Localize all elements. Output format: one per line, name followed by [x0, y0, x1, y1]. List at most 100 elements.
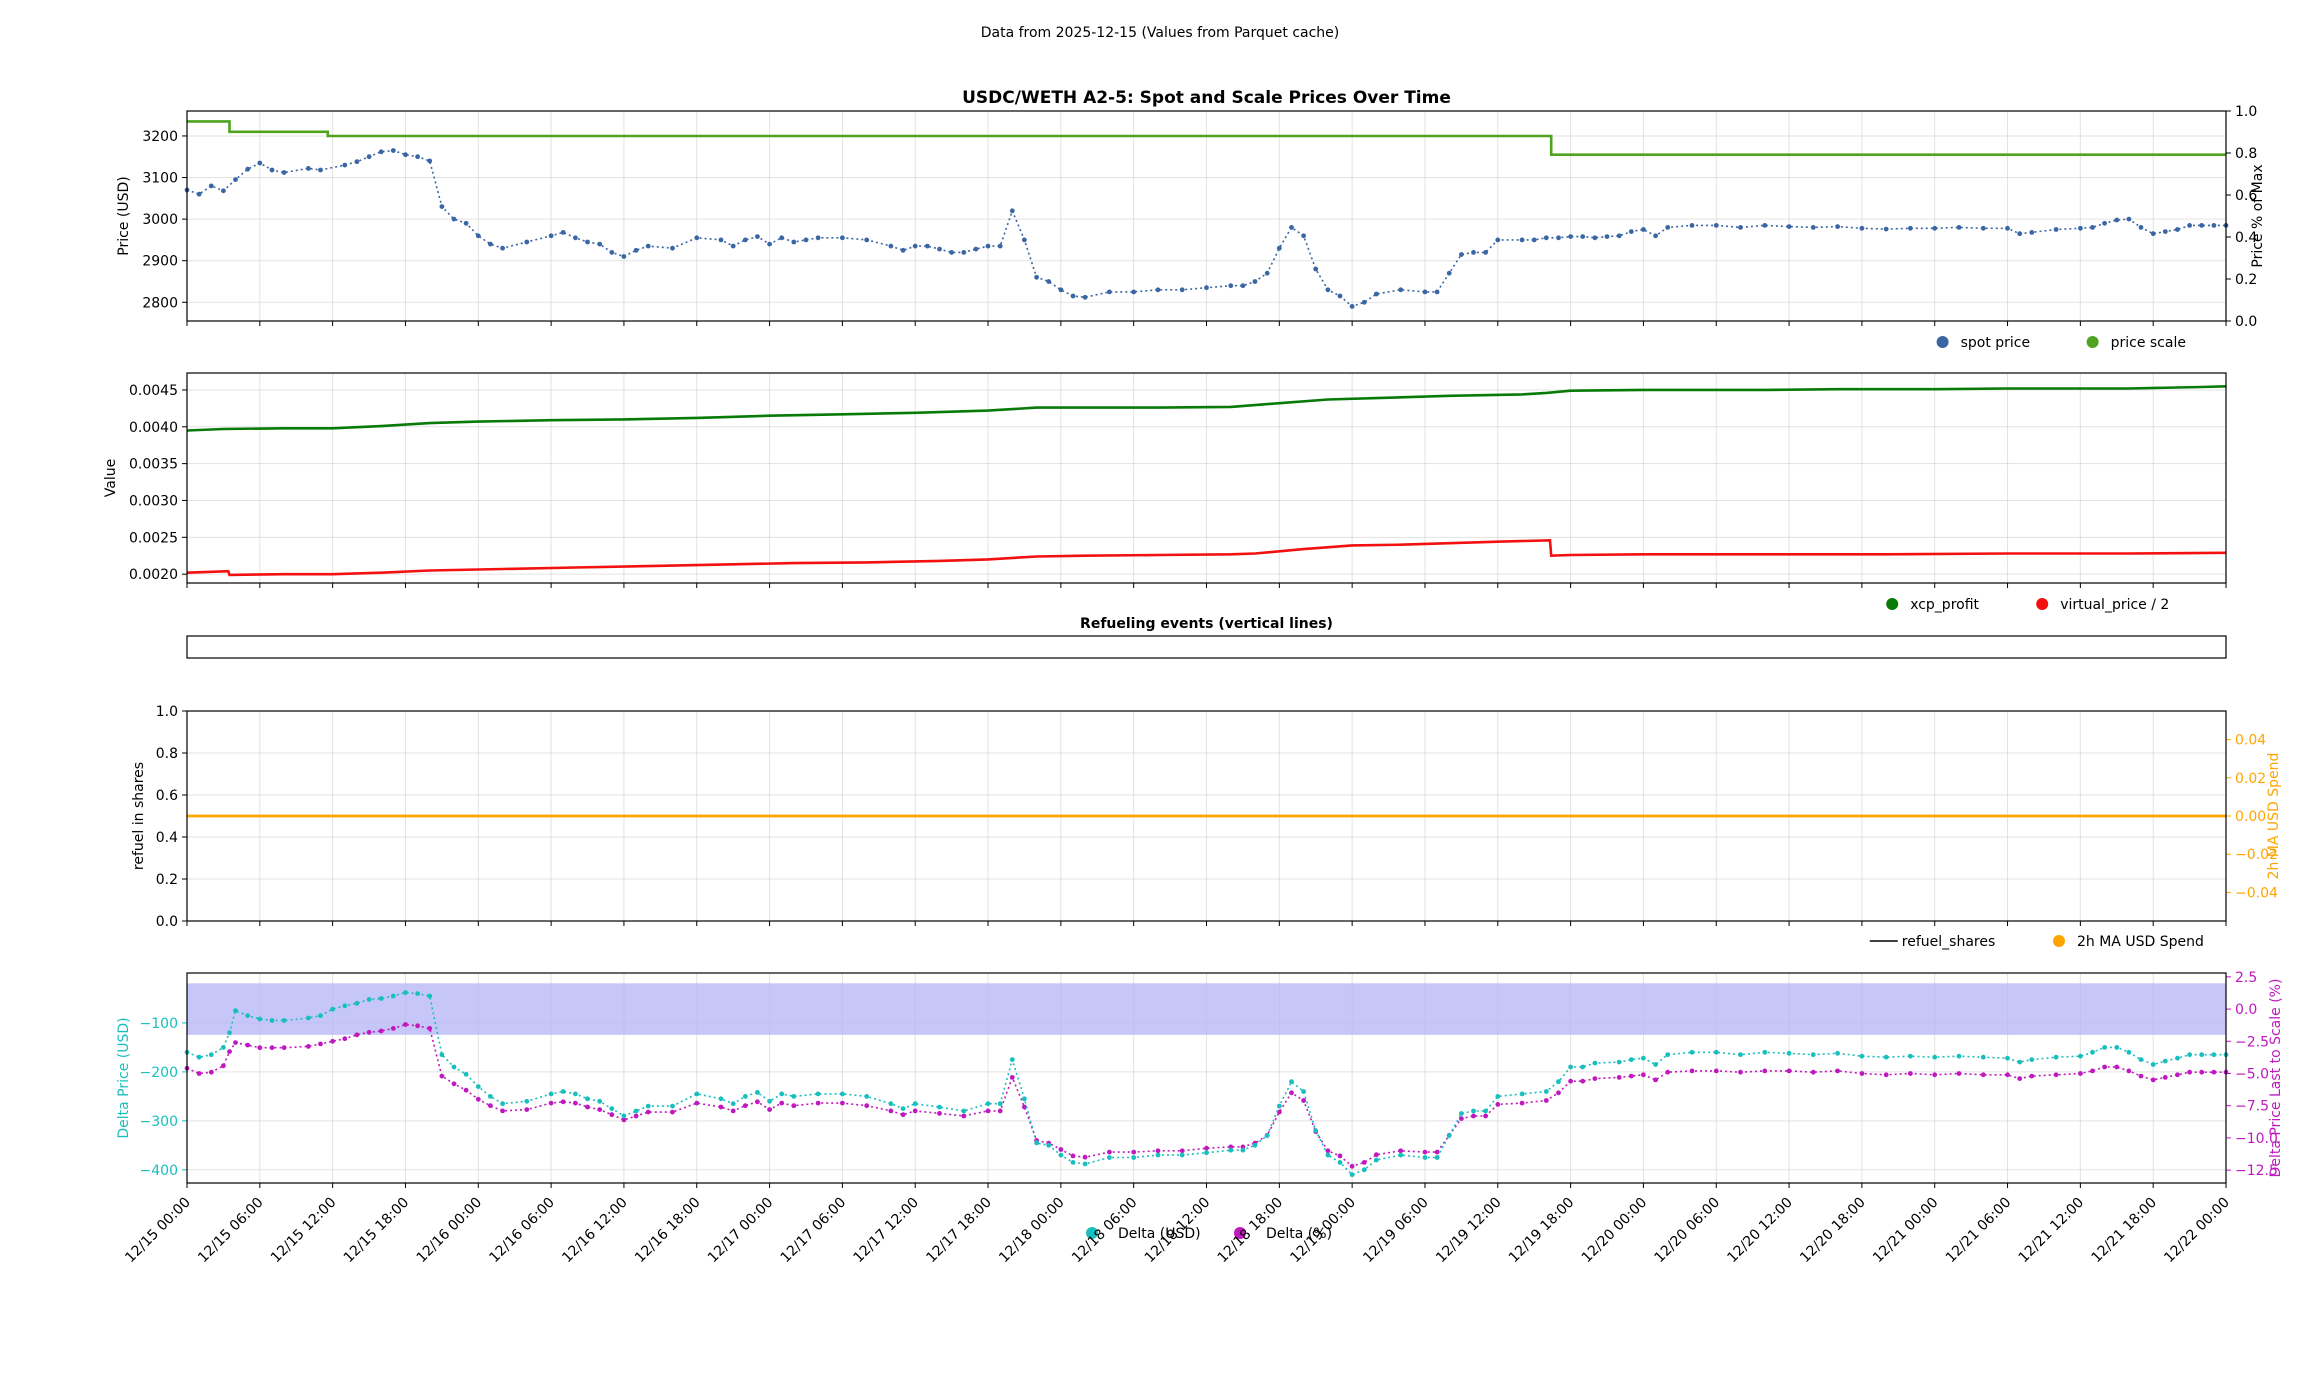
y-tick-label: 0.0035	[129, 457, 178, 473]
delta-usd-series-point	[1107, 1155, 1112, 1160]
delta-pct-series	[184, 1022, 2229, 1169]
spot-price-series-point	[803, 237, 809, 243]
delta-pct-series-point	[1228, 1144, 1234, 1150]
delta-pct-series-point	[1786, 1068, 1792, 1074]
delta-usd-series-point	[463, 1071, 469, 1077]
spot-price-series-point	[949, 250, 954, 255]
delta-usd-series-point	[330, 1006, 335, 1012]
y-tick-label: 0.0	[156, 914, 178, 930]
y2-tick-label: 0.00	[2235, 809, 2266, 825]
delta-usd-series-point	[1082, 1161, 1088, 1167]
y2-tick-label: −7.5	[2235, 1099, 2269, 1115]
legend-label: Delta (%)	[1266, 1226, 1332, 1242]
delta-usd-series-point	[1422, 1155, 1428, 1160]
spot-price-series-point	[925, 243, 930, 249]
delta-pct-series-point	[439, 1073, 445, 1079]
spot-price-series-point	[1179, 287, 1185, 293]
spot-price-series-point	[1810, 225, 1816, 230]
spot-price-series-point	[1908, 225, 1913, 231]
delta-usd-series-point	[475, 1084, 481, 1089]
delta-pct-series-point	[2029, 1073, 2035, 1079]
y-tick-label: 0.4	[156, 830, 178, 846]
spot-price-series-point	[1592, 235, 1598, 241]
axes-frame	[186, 710, 2227, 922]
delta-usd-series-point	[1835, 1050, 1840, 1056]
spot-price-series-point	[1131, 289, 1137, 295]
delta-usd-series-point	[1398, 1152, 1404, 1158]
spot-price-series-point	[281, 170, 287, 175]
panel-title: Refueling events (vertical lines)	[1080, 616, 1333, 632]
panel-5	[184, 983, 2229, 1178]
delta-usd-series-point	[1738, 1052, 1743, 1058]
delta-pct-series-point	[1859, 1071, 1865, 1076]
delta-usd-series-point	[1859, 1053, 1865, 1059]
delta-pct-series-point	[1762, 1068, 1768, 1074]
spot-price-series	[184, 148, 2229, 309]
delta-usd-series-point	[2199, 1052, 2205, 1058]
spot-price-series-point	[1738, 225, 1743, 230]
y-axis-label: Delta Price (USD)	[116, 1017, 132, 1138]
delta-pct-series-point	[354, 1032, 360, 1038]
spot-price-series-point	[1641, 227, 1646, 232]
spot-price-series-point	[2114, 217, 2120, 223]
legend-label: refuel_shares	[1902, 934, 1995, 950]
y2-tick-label: −0.02	[2235, 847, 2278, 863]
delta-pct-series-point	[1422, 1149, 1428, 1155]
spot-price-series-point	[1616, 233, 1622, 239]
virtual-price-line	[186, 538, 2227, 577]
delta-pct-series-point	[2005, 1072, 2010, 1078]
spot-price-series-point	[1301, 233, 1306, 239]
y2-tick-label: 0.0	[2235, 314, 2257, 330]
xcp-profit-line	[186, 385, 2227, 432]
spot-price-series-point	[342, 162, 348, 168]
legend-label: Delta (USD)	[1118, 1226, 1201, 1242]
delta-usd-series-point	[306, 1015, 311, 1021]
delta-usd-series-point	[912, 1101, 918, 1107]
delta-usd-series-point	[1689, 1049, 1695, 1055]
legend-label: spot price	[1961, 335, 2031, 351]
y-tick-label: 0.0025	[129, 530, 178, 546]
spot-price-series-point	[1155, 287, 1161, 293]
y-tick-label: 3100	[142, 171, 178, 187]
delta-usd-series-point	[937, 1104, 942, 1110]
y2-tick-label: −0.04	[2235, 885, 2278, 901]
spot-price-series-point	[973, 246, 979, 252]
delta-pct-series-point	[1204, 1145, 1209, 1151]
y2-tick-label: −10.0	[2235, 1131, 2278, 1147]
delta-pct-series-point	[1835, 1068, 1840, 1074]
y2-tick-label: 2.5	[2235, 970, 2257, 986]
y2-tick-label: −12.5	[2235, 1163, 2278, 1179]
y-tick-label: 3000	[142, 212, 178, 228]
delta-usd-series-point	[403, 990, 408, 995]
spot-price-series-point	[609, 250, 615, 255]
legend-swatch	[1234, 1227, 1246, 1239]
delta-usd-series-point	[2175, 1055, 2180, 1061]
delta-pct-series-point	[791, 1103, 797, 1109]
spot-price-series-point	[1932, 225, 1938, 231]
y-axis-label: refuel in shares	[131, 762, 147, 870]
spot-price-series-point	[354, 159, 360, 165]
delta-usd-series-point	[1665, 1052, 1671, 1058]
y2-tick-label: 0.2	[2235, 272, 2257, 288]
delta-usd-series-point	[718, 1096, 724, 1102]
delta-usd-series-point	[1932, 1054, 1938, 1060]
y-tick-label: −200	[140, 1065, 178, 1081]
y2-tick-label: −5.0	[2235, 1066, 2269, 1082]
delta-usd-series-point	[1713, 1049, 1719, 1055]
spot-price-series-point	[2199, 223, 2205, 228]
delta-usd-series-trace	[186, 991, 2226, 1176]
spot-price-series-point	[1543, 235, 1549, 241]
delta-pct-series-point	[1070, 1153, 1076, 1159]
panel-1	[184, 120, 2229, 309]
suptitle: Data from 2025-12-15 (Values from Parque…	[981, 25, 1340, 41]
spot-price-series-point	[1398, 287, 1404, 293]
spot-price-series-point	[742, 237, 748, 243]
delta-pct-series-point	[269, 1045, 275, 1051]
delta-usd-series-point	[233, 1008, 238, 1014]
delta-pct-series-point	[281, 1045, 287, 1051]
delta-pct-series-point	[985, 1108, 991, 1114]
spot-price-series-point	[997, 243, 1003, 249]
legend-swatch	[2086, 336, 2099, 348]
legend-swatch	[1086, 1227, 1098, 1239]
